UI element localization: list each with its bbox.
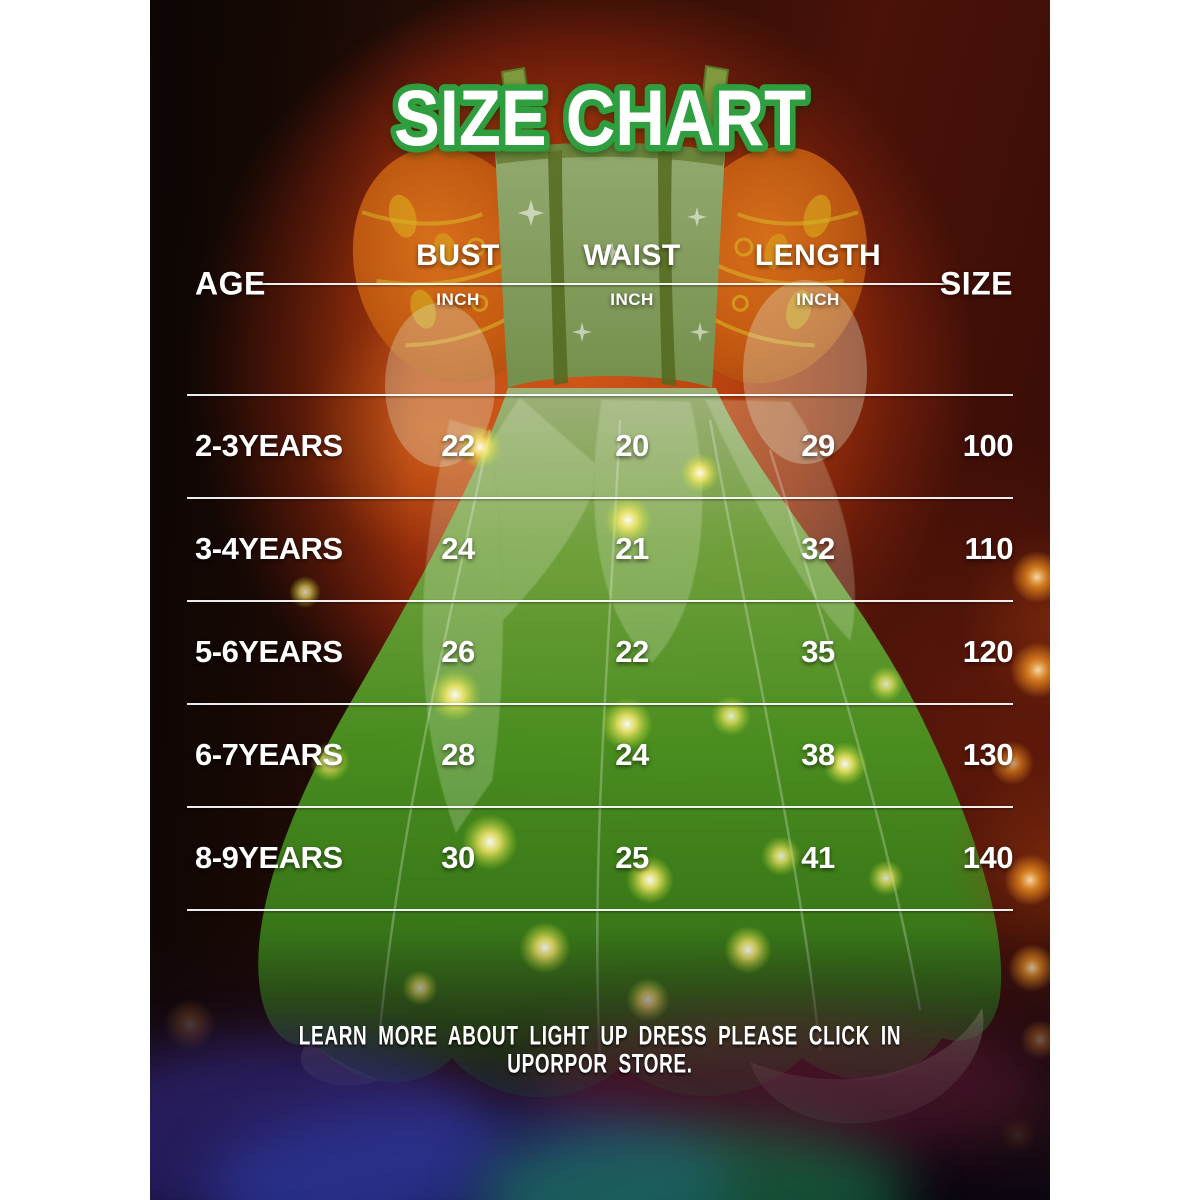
waist-column-header: WAIST (583, 239, 681, 272)
waist-cell: 21 (615, 531, 649, 566)
length-cell: 29 (801, 428, 835, 463)
age-cell: 8-9YEARS (195, 840, 343, 875)
bust-cell: 28 (441, 737, 475, 772)
dress-bodice (495, 142, 725, 388)
row-divider-line (187, 600, 1013, 602)
background-photo (150, 0, 1050, 1200)
waist-cell: 25 (615, 840, 649, 875)
size-cell: 120 (962, 634, 1014, 669)
waist-unit-label: INCH (610, 290, 654, 309)
bust-cell: 22 (441, 428, 475, 463)
age-column-header: AGE (195, 265, 266, 302)
footer-note-line1: LEARN MORE ABOUT LIGHT UP DRESS PLEASE C… (298, 1020, 902, 1051)
length-cell: 41 (801, 840, 835, 875)
length-column-header: LENGTH (754, 239, 882, 272)
row-divider-line (187, 394, 1013, 396)
size-cell: 110 (964, 531, 1013, 566)
footer-note-line2: UPORPOR STORE. (507, 1048, 693, 1079)
size-cell: 130 (962, 737, 1014, 772)
bust-cell: 30 (441, 840, 475, 875)
light-up-fairy-dress-illustration (164, 64, 1050, 1200)
row-divider-line (187, 497, 1013, 499)
page-title: SIZE CHART (394, 73, 806, 162)
size-cell: 100 (962, 428, 1014, 463)
header-divider-line (262, 283, 948, 285)
length-unit-label: INCH (796, 290, 840, 309)
waist-cell: 24 (615, 737, 649, 772)
size-column-header: SIZE (939, 265, 1013, 302)
length-cell: 32 (801, 531, 835, 566)
bust-cell: 26 (441, 634, 475, 669)
row-divider-line (187, 806, 1013, 808)
age-cell: 5-6YEARS (195, 634, 343, 669)
length-cell: 35 (801, 634, 835, 669)
age-cell: 6-7YEARS (195, 737, 343, 772)
left-margin (0, 0, 150, 1200)
title-banner: SIZE CHART (388, 72, 813, 169)
bust-column-header: BUST (416, 239, 500, 272)
row-divider-line (187, 703, 1013, 705)
waist-cell: 22 (615, 634, 649, 669)
bust-cell: 24 (441, 531, 475, 566)
waist-cell: 20 (615, 428, 649, 463)
length-cell: 38 (801, 737, 835, 772)
age-cell: 2-3YEARS (195, 428, 343, 463)
right-margin (1050, 0, 1200, 1200)
bust-unit-label: INCH (436, 290, 480, 309)
row-divider-line (187, 909, 1013, 911)
age-cell: 3-4YEARS (195, 531, 343, 566)
size-cell: 140 (962, 840, 1014, 875)
